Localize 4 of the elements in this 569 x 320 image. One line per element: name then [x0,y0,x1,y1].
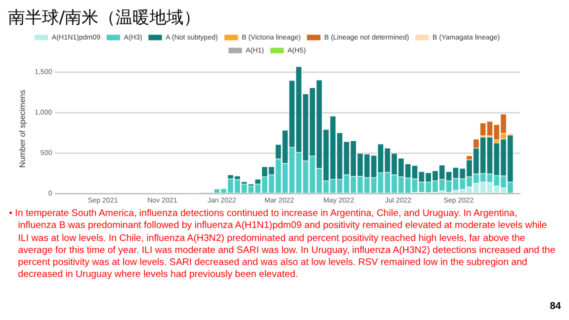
y-axis-title: Number of specimens [18,90,28,168]
text: • In temperate South America, influenza detections continued to increase in Argentina, Chile, and Uruguay. In Argentina, influenza B was predominant followed by influenza A(H1N1)pdm09 and positivity remained elevated at moderate levels while ILI was at low levels. In Chile, influenza A(H3N2) predominated and percent positivity reached high levels, far above the average for this time of year. ILI was moderate and SARI was low. In Uruguay, influenza A(H3N2) detections increased and the percent positivity was at low levels. SARI decreased and was also at low levels. RSV remained low in the subregion and decreased in Uruguay where levels had previously been elevated. [8,208,556,282]
chart-title: 南半球/南米（温暖地域） [8,7,201,29]
text: 84 [550,301,561,312]
